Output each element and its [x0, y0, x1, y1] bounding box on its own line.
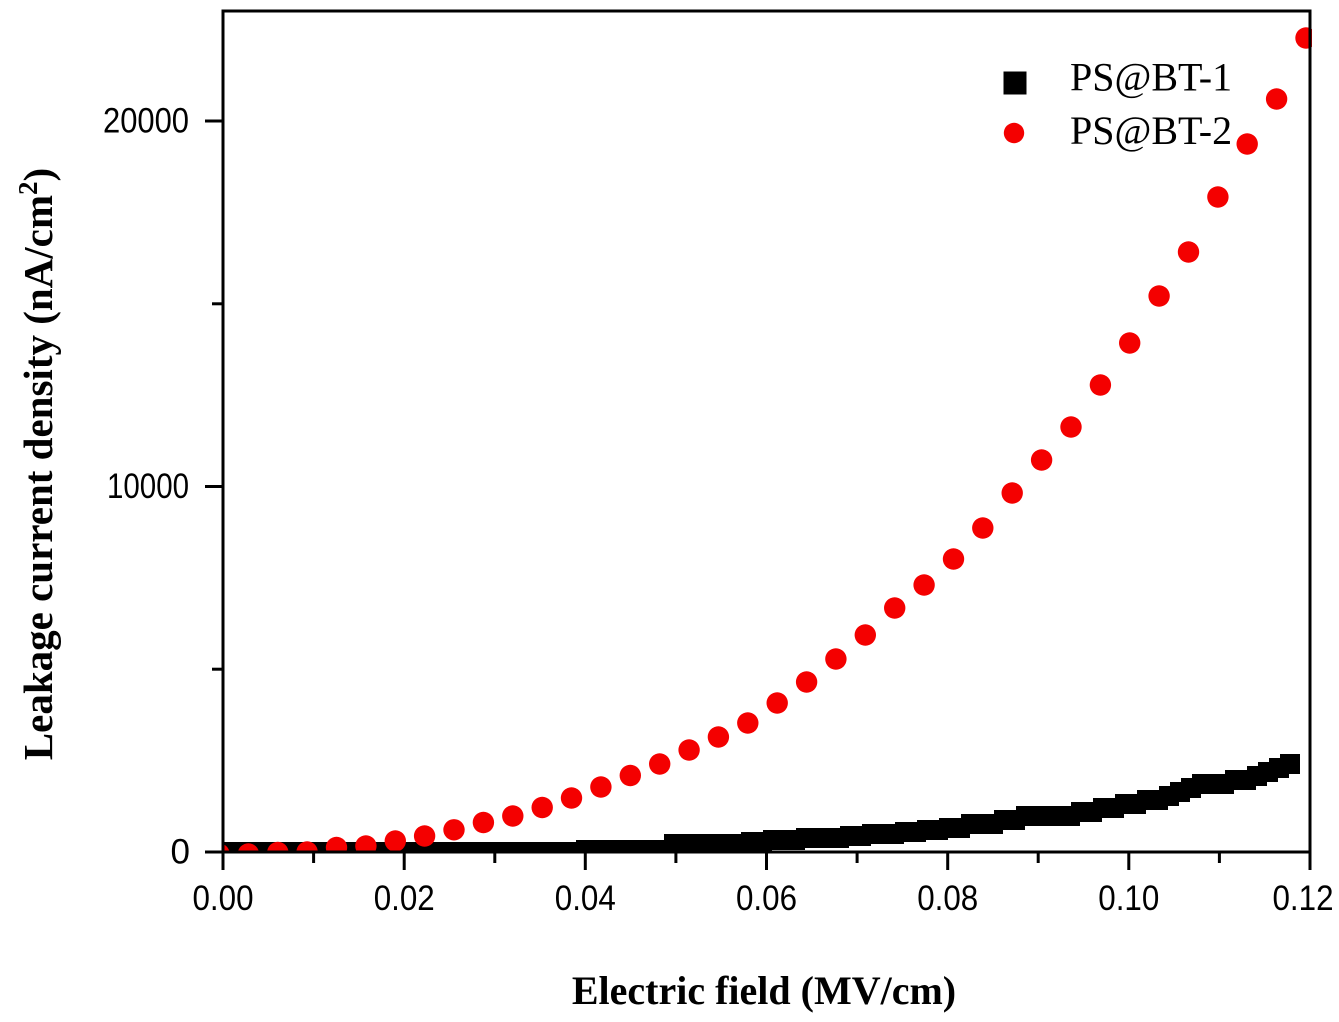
svg-text:0.00: 0.00: [193, 879, 254, 918]
svg-text:0.04: 0.04: [555, 879, 616, 918]
svg-text:0.10: 0.10: [1098, 879, 1159, 918]
svg-text:PS@BT-1: PS@BT-1: [1070, 55, 1232, 100]
svg-text:0.12: 0.12: [1273, 879, 1334, 918]
svg-text:10000: 10000: [107, 467, 189, 506]
svg-text:Leakage current density (nA/cm: Leakage current density (nA/cm2): [13, 168, 61, 760]
svg-text:0.08: 0.08: [917, 879, 978, 918]
svg-text:20000: 20000: [103, 102, 189, 141]
svg-text:0.06: 0.06: [736, 879, 797, 918]
svg-text:0.02: 0.02: [374, 879, 435, 918]
svg-text:0: 0: [171, 833, 190, 872]
svg-text:Electric field (MV/cm): Electric field (MV/cm): [572, 968, 956, 1013]
svg-text:PS@BT-2: PS@BT-2: [1070, 108, 1232, 153]
